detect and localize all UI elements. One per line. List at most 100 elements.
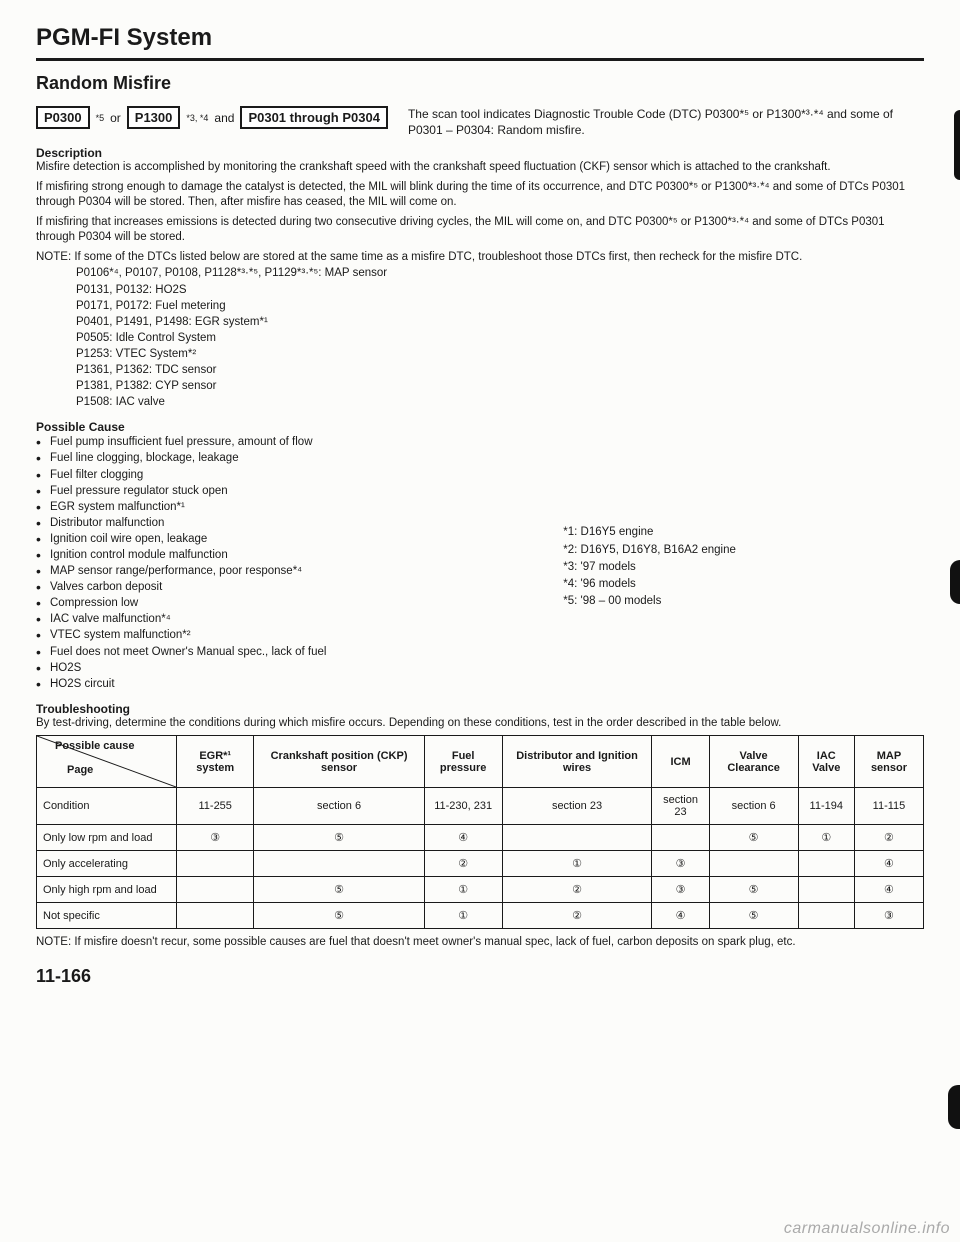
row-label: Only accelerating bbox=[37, 851, 177, 877]
cell bbox=[502, 825, 652, 851]
dtc-list-item: P0131, P0132: HO2S bbox=[76, 282, 924, 298]
footer-note: NOTE: If misfire doesn't recur, some pos… bbox=[36, 935, 924, 950]
col-header: IAC Valve bbox=[798, 736, 854, 788]
note-text: NOTE: If some of the DTCs listed below a… bbox=[36, 250, 924, 266]
cell: ⑤ bbox=[709, 877, 798, 903]
cell: ④ bbox=[424, 825, 502, 851]
dtc-list-item: P1508: IAC valve bbox=[76, 394, 924, 410]
col-subheader: section 23 bbox=[502, 788, 652, 825]
cell: ② bbox=[424, 851, 502, 877]
dtc-row: P0300 *5 or P1300 *3, *4 and P0301 throu… bbox=[36, 106, 924, 138]
cell bbox=[709, 851, 798, 877]
causes-columns: Fuel pump insufficient fuel pressure, am… bbox=[36, 434, 924, 692]
footnote-item: *4: '96 models bbox=[563, 576, 924, 593]
dtc-list-item: P0171, P0172: Fuel metering bbox=[76, 298, 924, 314]
col-header: MAP sensor bbox=[854, 736, 923, 788]
troubleshooting-text: By test-driving, determine the condition… bbox=[36, 716, 924, 732]
cause-item: Ignition coil wire open, leakage bbox=[36, 531, 533, 547]
possible-cause-label: Possible Cause bbox=[36, 420, 924, 434]
dtc-sup-2: *3, *4 bbox=[186, 113, 208, 123]
col-subheader: section 23 bbox=[652, 788, 709, 825]
cell bbox=[798, 877, 854, 903]
footnote-item: *2: D16Y5, D16Y8, B16A2 engine bbox=[563, 542, 924, 559]
footnote-item: *3: '97 models bbox=[563, 559, 924, 576]
cell: ② bbox=[502, 877, 652, 903]
cell: ⑤ bbox=[709, 903, 798, 929]
condition-label: Condition bbox=[37, 788, 177, 825]
col-header: Distributor and Ignition wires bbox=[502, 736, 652, 788]
footnotes: *1: D16Y5 engine *2: D16Y5, D16Y8, B16A2… bbox=[563, 434, 924, 692]
col-subheader: 11-230, 231 bbox=[424, 788, 502, 825]
table-row: Only accelerating ② ① ③ ④ bbox=[37, 851, 924, 877]
dtc-or: or bbox=[110, 111, 121, 125]
row-label: Not specific bbox=[37, 903, 177, 929]
cause-item: VTEC system malfunction*² bbox=[36, 627, 533, 643]
col-subheader: section 6 bbox=[254, 788, 424, 825]
page-title: PGM-FI System bbox=[36, 24, 924, 52]
side-tab-shape bbox=[950, 560, 960, 604]
cell bbox=[652, 825, 709, 851]
dtc-and: and bbox=[214, 111, 234, 125]
col-subheader: section 6 bbox=[709, 788, 798, 825]
description-p3: If misfiring that increases emissions is… bbox=[36, 215, 924, 246]
cell bbox=[798, 903, 854, 929]
cell: ② bbox=[502, 903, 652, 929]
cause-item: HO2S circuit bbox=[36, 676, 533, 692]
cell bbox=[177, 851, 254, 877]
cell: ③ bbox=[652, 851, 709, 877]
cause-item: Valves carbon deposit bbox=[36, 579, 533, 595]
cause-item: MAP sensor range/performance, poor respo… bbox=[36, 563, 533, 579]
causes-list: Fuel pump insufficient fuel pressure, am… bbox=[36, 434, 533, 692]
cell bbox=[177, 877, 254, 903]
dtc-list-item: P1253: VTEC System*² bbox=[76, 346, 924, 362]
cell: ③ bbox=[177, 825, 254, 851]
col-header: EGR*¹ system bbox=[177, 736, 254, 788]
section-title: Random Misfire bbox=[36, 73, 924, 94]
dtc-box-p1300: P1300 bbox=[127, 106, 181, 129]
header-page: Page bbox=[67, 764, 93, 776]
col-header: Crankshaft position (CKP) sensor bbox=[254, 736, 424, 788]
description-p2: If misfiring strong enough to damage the… bbox=[36, 180, 924, 211]
cell bbox=[254, 851, 424, 877]
cause-item: Distributor malfunction bbox=[36, 515, 533, 531]
footnote-item: *5: '98 – 00 models bbox=[563, 593, 924, 610]
dtc-list-item: P1361, P1362: TDC sensor bbox=[76, 362, 924, 378]
cell: ④ bbox=[854, 877, 923, 903]
dtc-list-item: P0505: Idle Control System bbox=[76, 330, 924, 346]
cause-item: Fuel line clogging, blockage, leakage bbox=[36, 450, 533, 466]
page-number: 11-166 bbox=[36, 966, 924, 987]
cell: ③ bbox=[652, 877, 709, 903]
cause-item: Ignition control module malfunction bbox=[36, 547, 533, 563]
row-label: Only high rpm and load bbox=[37, 877, 177, 903]
footnote-item: *1: D16Y5 engine bbox=[563, 524, 924, 541]
cell: ② bbox=[854, 825, 923, 851]
cell: ④ bbox=[652, 903, 709, 929]
cell bbox=[177, 903, 254, 929]
col-header: Fuel pressure bbox=[424, 736, 502, 788]
cause-item: Fuel filter clogging bbox=[36, 467, 533, 483]
table-row: Only low rpm and load ③ ⑤ ④ ⑤ ① ② bbox=[37, 825, 924, 851]
row-label: Only low rpm and load bbox=[37, 825, 177, 851]
dtc-list: P0106*⁴, P0107, P0108, P1128*³·*⁵, P1129… bbox=[36, 265, 924, 410]
col-header: Valve Clearance bbox=[709, 736, 798, 788]
cell: ③ bbox=[854, 903, 923, 929]
cause-item: IAC valve malfunction*⁴ bbox=[36, 611, 533, 627]
cell: ① bbox=[798, 825, 854, 851]
dtc-sup-1: *5 bbox=[96, 113, 105, 123]
cause-item: Fuel pressure regulator stuck open bbox=[36, 483, 533, 499]
cause-item: HO2S bbox=[36, 660, 533, 676]
table-header-row: Possible cause Page EGR*¹ system Cranksh… bbox=[37, 736, 924, 788]
table-subheader-row: Condition 11-255 section 6 11-230, 231 s… bbox=[37, 788, 924, 825]
cause-item: EGR system malfunction*¹ bbox=[36, 499, 533, 515]
divider bbox=[36, 58, 924, 61]
dtc-list-item: P0106*⁴, P0107, P0108, P1128*³·*⁵, P1129… bbox=[76, 265, 924, 281]
cell bbox=[798, 851, 854, 877]
dtc-list-item: P0401, P1491, P1498: EGR system*¹ bbox=[76, 314, 924, 330]
col-subheader: 11-115 bbox=[854, 788, 923, 825]
cell: ① bbox=[424, 877, 502, 903]
cell: ① bbox=[424, 903, 502, 929]
header-possible-cause: Possible cause bbox=[55, 740, 135, 752]
cell: ⑤ bbox=[254, 825, 424, 851]
description-p1: Misfire detection is accomplished by mon… bbox=[36, 160, 924, 176]
cell: ⑤ bbox=[709, 825, 798, 851]
